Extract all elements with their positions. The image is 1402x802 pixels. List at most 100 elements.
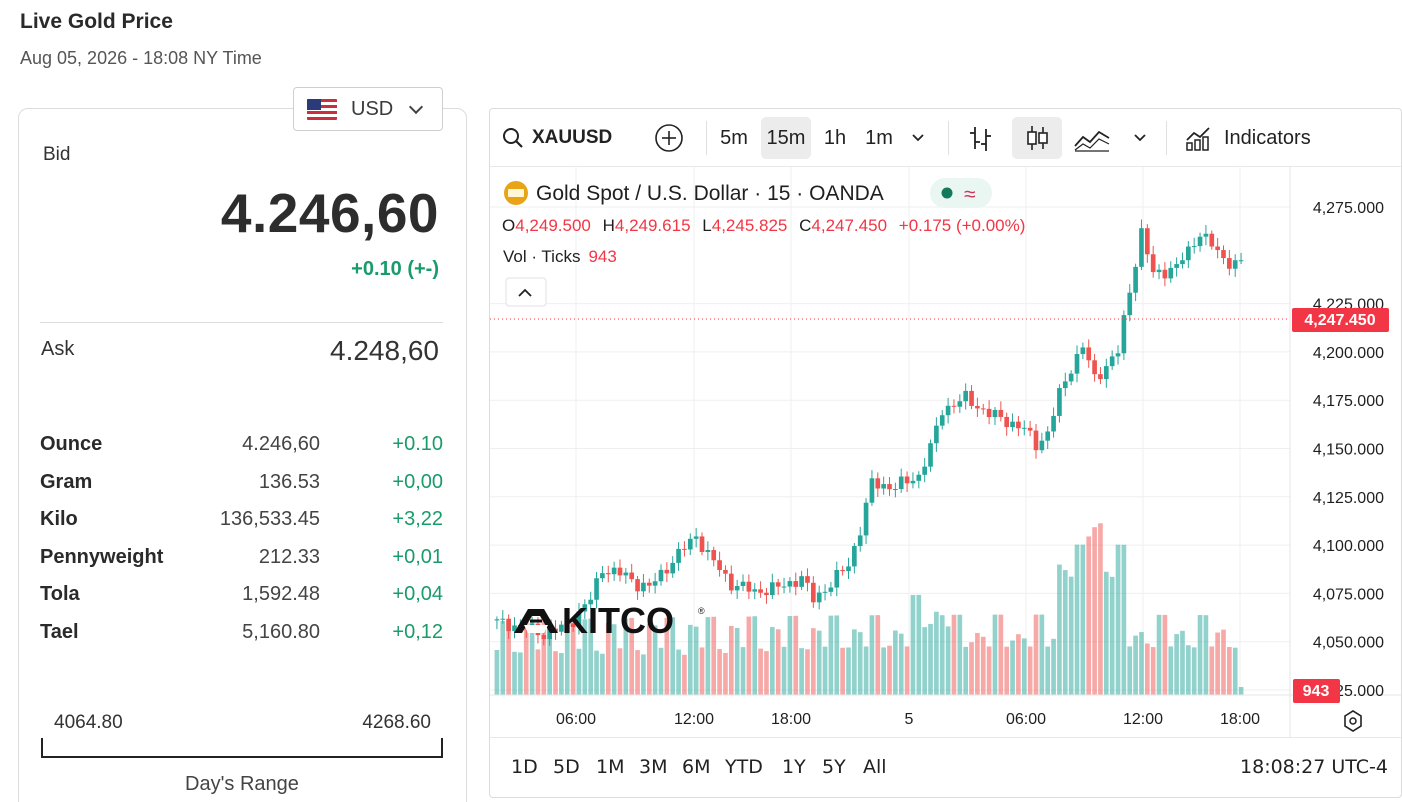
candle-body xyxy=(963,390,969,402)
candle-body xyxy=(594,578,599,600)
candle-body xyxy=(1203,233,1209,237)
market-status-pill xyxy=(930,178,992,208)
unit-row-gram: Gram 136.53 +0,00 xyxy=(40,471,444,497)
volume-bar xyxy=(512,651,517,695)
x-tick-label: 5 xyxy=(905,711,914,728)
candle-body xyxy=(617,567,623,576)
time-scale-settings-button xyxy=(1344,710,1362,732)
volume-bar xyxy=(564,621,570,695)
candle-body xyxy=(1062,381,1068,389)
day-range-bar xyxy=(41,738,443,758)
candle-body xyxy=(682,548,687,550)
candle-body xyxy=(1227,258,1232,269)
volume-bar xyxy=(1062,570,1068,695)
candle-body xyxy=(922,466,927,475)
volume-bar xyxy=(863,646,869,695)
candles-style-button[interactable] xyxy=(1012,117,1062,159)
volume-bar xyxy=(740,647,746,695)
symbol-search-button[interactable]: XAUUSD xyxy=(502,117,620,159)
chart-type-dropdown[interactable] xyxy=(1125,117,1155,159)
volume-bar xyxy=(910,594,916,695)
candle-body xyxy=(494,619,500,621)
last-price-label: 4,247.450 xyxy=(1304,312,1375,329)
candle-body xyxy=(728,573,734,591)
legend-title: Gold Spot / U.S. Dollar · 15 · OANDA xyxy=(536,182,884,205)
kitco-logo-icon xyxy=(514,609,558,633)
volume-bar xyxy=(1127,646,1133,695)
volume-bar xyxy=(1215,632,1220,695)
candle-body xyxy=(910,480,916,484)
volume-bar xyxy=(1203,615,1209,695)
volume-bar xyxy=(1191,647,1197,695)
volume-bar xyxy=(793,615,799,695)
volume-bar xyxy=(605,622,611,695)
volume-bar xyxy=(1156,614,1162,695)
bid-price: 4.246,60 xyxy=(220,182,439,244)
volume-bar xyxy=(957,614,963,695)
volume-bar xyxy=(840,647,845,695)
interval-15m[interactable]: 15m xyxy=(761,117,811,159)
candle-body xyxy=(852,546,857,567)
candle-body xyxy=(1238,260,1244,262)
candle-body xyxy=(541,635,547,640)
period-5d[interactable]: 5D xyxy=(553,756,580,778)
unit-name: Tola xyxy=(40,583,80,605)
candle-body xyxy=(1021,427,1027,429)
us-flag-icon xyxy=(307,98,337,120)
candle-body xyxy=(582,604,588,612)
volume-bar xyxy=(934,611,939,695)
chart-toolbar: XAUUSD 5m 15m 1h 1m Indicators xyxy=(490,109,1401,167)
period-6m[interactable]: 6M xyxy=(682,756,711,778)
candle-body xyxy=(811,582,816,603)
volume-bar xyxy=(1021,638,1027,695)
bar-style-button[interactable] xyxy=(962,117,998,159)
candle-body xyxy=(1150,254,1156,273)
compare-symbol-button[interactable] xyxy=(650,117,688,159)
volume-bar xyxy=(1121,544,1127,695)
unit-name: Kilo xyxy=(40,508,78,530)
period-1y[interactable]: 1Y xyxy=(782,756,806,778)
page-title: Live Gold Price xyxy=(20,10,173,33)
candle-body xyxy=(623,572,629,576)
candle-body xyxy=(1057,388,1062,416)
bid-change: +0.10 (+-) xyxy=(351,258,439,280)
interval-5m[interactable]: 5m xyxy=(720,126,748,149)
x-tick-label: 06:00 xyxy=(1006,711,1046,728)
indicators-button[interactable]: Indicators xyxy=(1184,117,1324,159)
area-style-button[interactable] xyxy=(1070,117,1114,159)
volume-bar xyxy=(828,615,834,695)
candle-body xyxy=(998,409,1004,417)
currency-select[interactable]: USD xyxy=(293,87,443,131)
interval-1m[interactable]: 1m xyxy=(865,126,893,149)
candlestick-chart[interactable]: 4,275.0004,225.0004,200.0004,175.0004,15… xyxy=(490,167,1402,737)
candle-body xyxy=(822,591,828,593)
candle-body xyxy=(1010,421,1015,428)
candle-body xyxy=(775,582,781,587)
candle-body xyxy=(588,599,594,605)
period-ytd[interactable]: YTD xyxy=(725,756,763,778)
period-all[interactable]: All xyxy=(863,756,887,778)
period-1m[interactable]: 1M xyxy=(596,756,625,778)
period-5y[interactable]: 5Y xyxy=(822,756,846,778)
candle-body xyxy=(734,585,740,591)
volume-bar xyxy=(652,625,658,695)
interval-dropdown[interactable] xyxy=(903,117,933,159)
period-1d[interactable]: 1D xyxy=(511,756,538,778)
interval-1h[interactable]: 1h xyxy=(823,126,847,149)
chart-widget: XAUUSD 5m 15m 1h 1m Indicators xyxy=(489,108,1402,798)
volume-bar xyxy=(611,624,617,695)
candle-body xyxy=(670,562,676,574)
candle-body xyxy=(934,425,939,444)
candle-body xyxy=(1180,260,1185,265)
volume-bar xyxy=(1039,614,1045,695)
candle-body xyxy=(828,587,834,592)
candle-body xyxy=(1191,246,1197,248)
candle-body xyxy=(664,569,670,574)
chart-clock[interactable]: 18:08:27 UTC-4 xyxy=(1240,756,1388,778)
volume-bar xyxy=(1068,576,1074,695)
period-3m[interactable]: 3M xyxy=(639,756,668,778)
last-volume-tag: 943 xyxy=(1293,679,1340,703)
unit-change: +3,22 xyxy=(392,508,443,530)
candle-body xyxy=(945,405,951,416)
volume-bar xyxy=(811,628,816,695)
